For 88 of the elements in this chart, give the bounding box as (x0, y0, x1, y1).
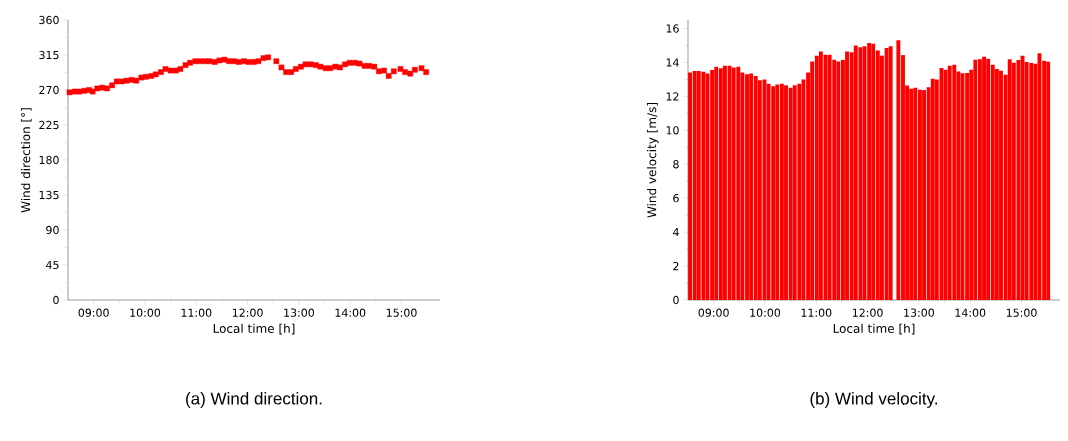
text: (a) Wind direction. (186, 392, 322, 408)
bar (718, 68, 723, 300)
y-tick-label: 0 (673, 295, 679, 305)
bar (757, 80, 762, 300)
bar (836, 61, 841, 300)
y-tick-label: 2 (673, 261, 679, 271)
bar (845, 51, 850, 300)
bar (714, 66, 719, 300)
bar (986, 58, 991, 300)
bar (952, 64, 957, 300)
bar (917, 89, 922, 300)
x-tick-label: 10:00 (750, 308, 781, 317)
bar (1029, 63, 1034, 300)
bar (692, 70, 697, 300)
y-tick-label: 10 (666, 126, 679, 135)
bar (827, 54, 832, 300)
bar (973, 59, 978, 300)
bar (930, 78, 935, 300)
bar (710, 70, 715, 300)
bar (871, 43, 876, 300)
y-tick-label: 4 (673, 228, 679, 237)
y-tick-label: 12 (666, 92, 679, 101)
bar (766, 83, 771, 300)
y-axis-title: Wind velocity [m/s] (647, 102, 659, 218)
bar (753, 75, 758, 300)
bar (688, 72, 693, 300)
bar (749, 73, 754, 300)
y-tick-label: 135 (39, 190, 59, 200)
y-tick-label: 45 (46, 260, 59, 270)
bar (731, 67, 736, 300)
bar (943, 69, 948, 300)
x-tick-label: 14:00 (955, 308, 986, 317)
bar (853, 45, 858, 300)
bar (888, 46, 893, 300)
bar (771, 86, 776, 300)
y-tick-label: 180 (39, 155, 59, 165)
x-tick-label: 15:00 (1006, 308, 1037, 317)
text: (b) Wind velocity. (810, 392, 937, 408)
bar (982, 56, 987, 300)
x-tick-label: 12:00 (852, 308, 883, 317)
bar (884, 47, 889, 300)
x-tick-label: 13:00 (284, 308, 315, 317)
x-axis-title: Local time [h] (833, 323, 915, 335)
x-tick-label: 09:00 (698, 308, 729, 317)
x-tick-label: 10:00 (130, 308, 161, 317)
bar (1046, 61, 1051, 300)
y-tick-label: 6 (673, 194, 679, 203)
bar (736, 66, 741, 300)
x-tick-label: 14:00 (335, 308, 366, 317)
bar (867, 42, 872, 300)
bar (818, 51, 823, 300)
y-tick-label: 14 (666, 58, 679, 67)
bar (797, 83, 802, 300)
y-tick-label: 8 (673, 160, 679, 169)
bar (832, 59, 837, 300)
bar (909, 88, 914, 300)
bar (1016, 60, 1021, 300)
x-tick-label: 11:00 (181, 308, 212, 317)
y-tick-label: 270 (39, 85, 59, 95)
bar (779, 83, 784, 300)
x-tick-label: 12:00 (232, 308, 263, 317)
y-axis-title: Wind direction [°] (20, 108, 32, 213)
bar (696, 70, 701, 300)
y-tick-label: 315 (39, 50, 59, 60)
x-tick-label: 09:00 (78, 308, 109, 317)
bar (1011, 62, 1016, 300)
bar (727, 65, 732, 300)
x-axis-title: Local time [h] (213, 323, 295, 335)
bar (965, 72, 970, 300)
bar (701, 71, 706, 300)
bar (858, 47, 863, 300)
bar (994, 69, 999, 300)
bar (788, 87, 793, 300)
bar (775, 84, 780, 300)
x-tick-label: 15:00 (386, 308, 417, 317)
y-tick-label: 90 (46, 225, 59, 235)
bar (792, 85, 797, 300)
bar (947, 65, 952, 300)
bar (1007, 59, 1012, 300)
y-tick-label: 16 (666, 24, 679, 33)
x-tick-label: 11:00 (801, 308, 832, 317)
bar (814, 55, 819, 300)
y-tick-label: 225 (39, 120, 59, 130)
y-tick-label: 360 (39, 15, 59, 25)
x-tick-label: 13:00 (904, 308, 934, 317)
bar (896, 40, 901, 300)
bar (913, 87, 918, 300)
y-tick-label: 0 (53, 295, 59, 305)
